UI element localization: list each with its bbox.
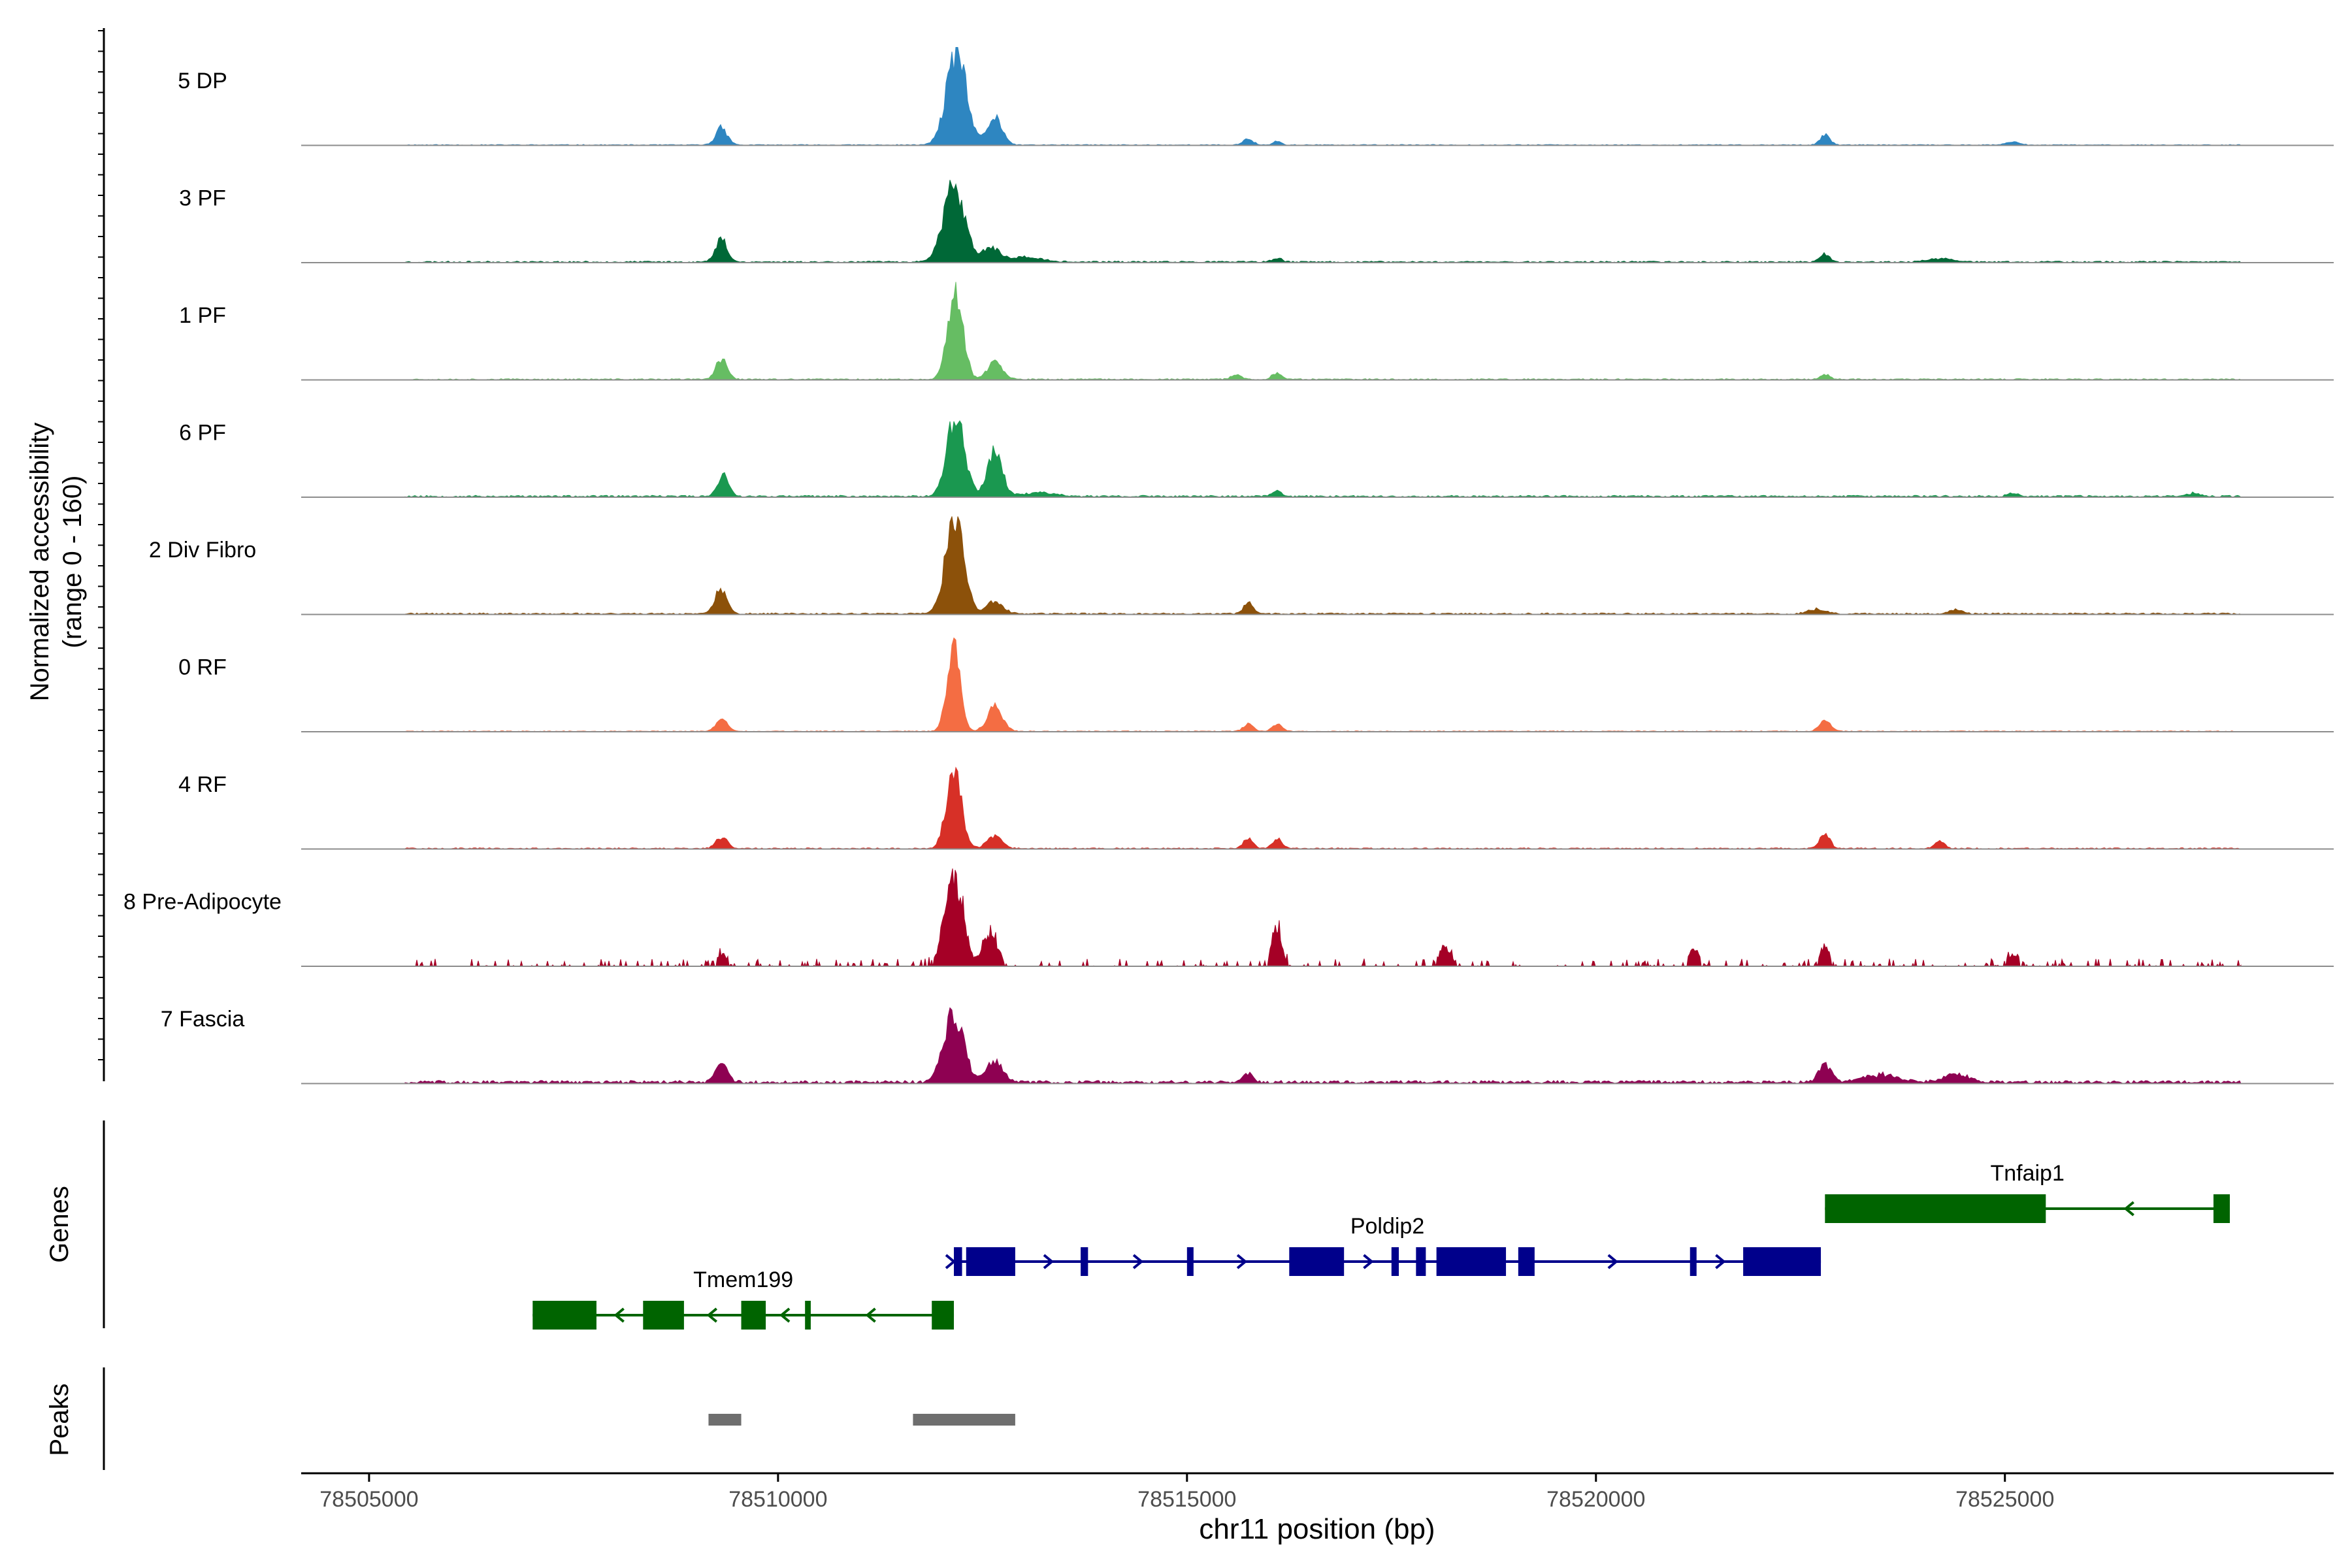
coverage-area (404, 47, 2242, 146)
gene-label: Tnfaip1 (1990, 1161, 2064, 1186)
track-label: 2 Div Fibro (149, 538, 256, 563)
x-tick-label: 78525000 (1955, 1487, 2054, 1512)
coverage-tracks: 5 DP 3 PF 1 PF 6 PF 2 Div Fibro 0 RF 4 RF 8 Pre… (123, 47, 2334, 1085)
gene-poldip2: Poldip2 (945, 1214, 1821, 1276)
coverage-area (404, 180, 2242, 263)
x-tick-label: 78510000 (728, 1487, 827, 1512)
coverage-track: 4 RF (178, 766, 2334, 850)
coverage-track: 8 Pre-Adipocyte (123, 868, 2334, 968)
track-label: 1 PF (179, 303, 226, 328)
coverage-panel: Normalized accessibility (range 0 - 160)… (25, 28, 2334, 1085)
track-label: 7 Fascia (161, 1007, 245, 1032)
coverage-track: 3 PF (179, 180, 2334, 263)
coverage-y-axis-range-label: (range 0 - 160) (58, 476, 87, 649)
coverage-track: 1 PF (179, 282, 2334, 381)
coverage-area (404, 1007, 2242, 1085)
x-tick-label: 78505000 (319, 1487, 418, 1512)
coverage-track: 7 Fascia (161, 1007, 2334, 1085)
exon (1436, 1247, 1507, 1276)
coverage-track: 0 RF (178, 637, 2334, 732)
x-axis-ticks: 78505000 78510000 78515000 78520000 78525000 (319, 1473, 2054, 1512)
exon (532, 1301, 596, 1330)
exon (1690, 1247, 1697, 1276)
x-tick-label: 78515000 (1137, 1487, 1236, 1512)
strand-chevron (865, 1307, 876, 1323)
track-label: 5 DP (178, 69, 227, 93)
gene-models: Tmem199 Poldip2 Tnfaip1 (532, 1161, 2230, 1330)
coverage-area (404, 516, 2242, 615)
strand-chevron (779, 1307, 791, 1323)
exon (1743, 1247, 1821, 1276)
exon (1289, 1247, 1345, 1276)
gene-label: Poldip2 (1350, 1214, 1424, 1239)
x-axis: 78505000 78510000 78515000 78520000 78525000… (301, 1472, 2334, 1545)
track-label: 3 PF (179, 186, 226, 210)
exon (2213, 1194, 2230, 1223)
gene-tnfaip1: Tnfaip1 (1825, 1161, 2230, 1223)
peaks-panel: Peaks (45, 1367, 1015, 1470)
coverage-track: 6 PF (179, 420, 2334, 498)
coverage-area (404, 766, 2242, 850)
exon (805, 1301, 811, 1330)
strand-chevron (945, 1254, 956, 1269)
track-label: 4 RF (178, 772, 227, 797)
peak-region (913, 1414, 1015, 1426)
exon (1186, 1247, 1194, 1276)
x-axis-title: chr11 position (bp) (1199, 1513, 1435, 1545)
coverage-track: 2 Div Fibro (149, 516, 2334, 615)
exon (954, 1247, 962, 1276)
track-label: 6 PF (179, 420, 226, 445)
coverage-area (405, 868, 2242, 968)
exon (1081, 1247, 1088, 1276)
exon (741, 1301, 766, 1330)
strand-chevron (1043, 1254, 1054, 1269)
strand-chevron (1236, 1254, 1248, 1269)
coverage-area (404, 282, 2242, 381)
gene-label: Tmem199 (693, 1267, 793, 1292)
strand-chevron (613, 1307, 625, 1323)
coverage-track: 5 DP (178, 47, 2334, 146)
track-label: 0 RF (178, 655, 227, 679)
exon (1825, 1194, 2046, 1223)
coverage-y-axis-label: Normalized accessibility (25, 423, 54, 702)
exon (1391, 1247, 1399, 1276)
exon (966, 1247, 1015, 1276)
exon (932, 1301, 955, 1330)
coverage-area (404, 637, 2242, 732)
exon (1416, 1247, 1426, 1276)
strand-chevron (1363, 1254, 1374, 1269)
peak-regions (708, 1414, 1015, 1426)
coverage-area (404, 420, 2242, 498)
genes-panel: Genes Tmem199 Poldip2 Tnfaip1 (45, 1120, 2230, 1330)
gene-tmem199: Tmem199 (532, 1267, 955, 1330)
strand-chevron (1132, 1254, 1144, 1269)
track-label: 8 Pre-Adipocyte (123, 889, 282, 914)
exon (1518, 1247, 1535, 1276)
strand-chevron (706, 1307, 717, 1323)
strand-chevron (2123, 1201, 2134, 1217)
strand-chevron (1607, 1254, 1618, 1269)
strand-chevron (1715, 1254, 1726, 1269)
x-tick-label: 78520000 (1546, 1487, 1645, 1512)
exon (643, 1301, 684, 1330)
coverage-y-axis-ticks (98, 30, 104, 1060)
peaks-axis-label: Peaks (45, 1383, 74, 1456)
genes-axis-label: Genes (45, 1186, 74, 1263)
peak-region (708, 1414, 742, 1426)
